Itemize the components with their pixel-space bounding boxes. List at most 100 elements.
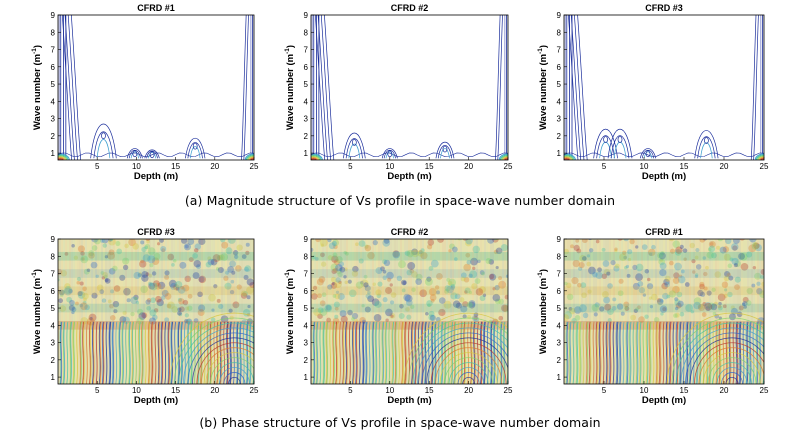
y-tick-label: 6 xyxy=(51,63,56,72)
corner-contour xyxy=(564,156,572,160)
x-tick-label: 5 xyxy=(348,386,353,395)
corner-contour xyxy=(564,157,571,160)
caption-b: (b) Phase structure of Vs profile in spa… xyxy=(199,415,601,430)
phase-fan xyxy=(667,312,764,384)
corner-contour xyxy=(760,158,764,160)
y-tick-label: 7 xyxy=(557,270,562,279)
y-tick-label: 9 xyxy=(51,11,56,20)
corner-contour xyxy=(755,154,764,160)
x-tick-label: 15 xyxy=(171,162,180,171)
y-tick-label: 2 xyxy=(557,132,562,141)
y-tick-label: 3 xyxy=(304,115,309,124)
x-tick-label: 10 xyxy=(640,162,649,171)
plot-frame xyxy=(57,14,255,161)
corner-contour xyxy=(501,155,508,160)
corner-contour xyxy=(564,155,574,160)
caption-a: (a) Magnitude structure of Vs profile in… xyxy=(184,193,616,208)
edge-contour xyxy=(495,15,501,160)
corner-contour xyxy=(58,156,66,160)
plot-area xyxy=(311,15,508,160)
chart-title: CFRD #1 xyxy=(137,3,175,13)
x-tick-label: 15 xyxy=(680,162,689,171)
x-tick-label: 5 xyxy=(602,162,607,171)
y-tick-label: 7 xyxy=(304,46,309,55)
x-tick-label: 25 xyxy=(760,162,769,171)
y-tick-label: 2 xyxy=(51,356,56,365)
edge-contour xyxy=(324,15,335,160)
chart-title: CFRD #1 xyxy=(645,227,683,237)
y-tick-label: 2 xyxy=(304,356,309,365)
contour-peak xyxy=(435,141,455,159)
y-tick-label: 4 xyxy=(557,97,562,106)
plot-frame xyxy=(310,238,509,385)
y-tick-label: 1 xyxy=(51,373,56,382)
edge-contour xyxy=(70,15,82,160)
y-tick-label: 3 xyxy=(557,115,562,124)
x-tick-label: 15 xyxy=(680,386,689,395)
y-tick-label: 3 xyxy=(557,339,562,348)
plot-frame xyxy=(310,14,509,161)
contour-peak xyxy=(343,132,366,159)
x-tick-label: 25 xyxy=(760,386,769,395)
x-tick-label: 25 xyxy=(504,162,513,171)
y-tick-label: 7 xyxy=(51,270,56,279)
contour-peak xyxy=(144,149,160,159)
baseline-contour xyxy=(58,152,254,158)
corner-contour xyxy=(247,155,254,160)
chart-title: CFRD #3 xyxy=(137,227,175,237)
y-tick-label: 3 xyxy=(51,339,56,348)
corner-contour xyxy=(503,157,508,160)
plot-area xyxy=(564,15,764,160)
corner-contour xyxy=(248,156,254,160)
plot-frame xyxy=(57,238,255,385)
x-axis-label: Depth (m) xyxy=(134,395,178,406)
edge-contour xyxy=(577,15,588,160)
chart-title: CFRD #2 xyxy=(391,3,429,13)
x-tick-label: 15 xyxy=(171,386,180,395)
y-axis-label: Wave number (m-1) xyxy=(537,269,549,354)
y-tick-label: 6 xyxy=(304,63,309,72)
y-tick-label: 4 xyxy=(304,321,309,330)
edge-contour xyxy=(753,15,759,160)
edge-contour xyxy=(497,15,503,160)
y-tick-label: 7 xyxy=(557,46,562,55)
x-axis-label: Depth (m) xyxy=(134,171,178,182)
edge-contour xyxy=(67,15,78,160)
corner-contour xyxy=(245,154,254,160)
x-tick-label: 25 xyxy=(250,386,259,395)
contour-peak xyxy=(639,148,657,159)
chart-title: CFRD #3 xyxy=(645,3,683,13)
y-tick-label: 4 xyxy=(51,321,56,330)
y-axis-label: Wave number (m-1) xyxy=(31,269,43,354)
x-tick-label: 10 xyxy=(132,386,141,395)
phase-hatching xyxy=(564,239,763,384)
contour-peak xyxy=(607,128,633,159)
y-tick-label: 9 xyxy=(304,11,309,20)
y-tick-label: 8 xyxy=(557,252,562,261)
x-tick-label: 20 xyxy=(464,162,473,171)
y-tick-label: 5 xyxy=(304,80,309,89)
plot-area xyxy=(311,239,508,384)
corner-contour xyxy=(58,154,69,160)
edge-contour xyxy=(64,15,75,160)
edge-contour xyxy=(314,15,326,160)
plot-area xyxy=(58,15,254,160)
y-tick-label: 1 xyxy=(557,373,562,382)
plot-background xyxy=(564,15,764,160)
edge-contour xyxy=(750,15,757,160)
contour-peak xyxy=(185,138,206,159)
corner-contour xyxy=(311,154,322,160)
edge-contour xyxy=(568,15,579,160)
corner-contour xyxy=(759,157,764,160)
plot-background xyxy=(311,15,508,160)
contour-peak xyxy=(381,148,398,159)
x-axis-label: Depth (m) xyxy=(387,171,431,182)
y-tick-label: 9 xyxy=(304,235,309,244)
y-tick-label: 5 xyxy=(304,304,309,313)
x-tick-label: 20 xyxy=(464,386,473,395)
y-tick-label: 4 xyxy=(557,321,562,330)
edge-contour xyxy=(570,15,582,160)
chart-a3: CFRD #3 5 10 15 20 25 1 2 3 4 5 6 7 8 9 Depth (m) Wave n… xyxy=(537,3,769,182)
x-tick-label: 5 xyxy=(348,162,353,171)
x-tick-label: 20 xyxy=(210,162,219,171)
